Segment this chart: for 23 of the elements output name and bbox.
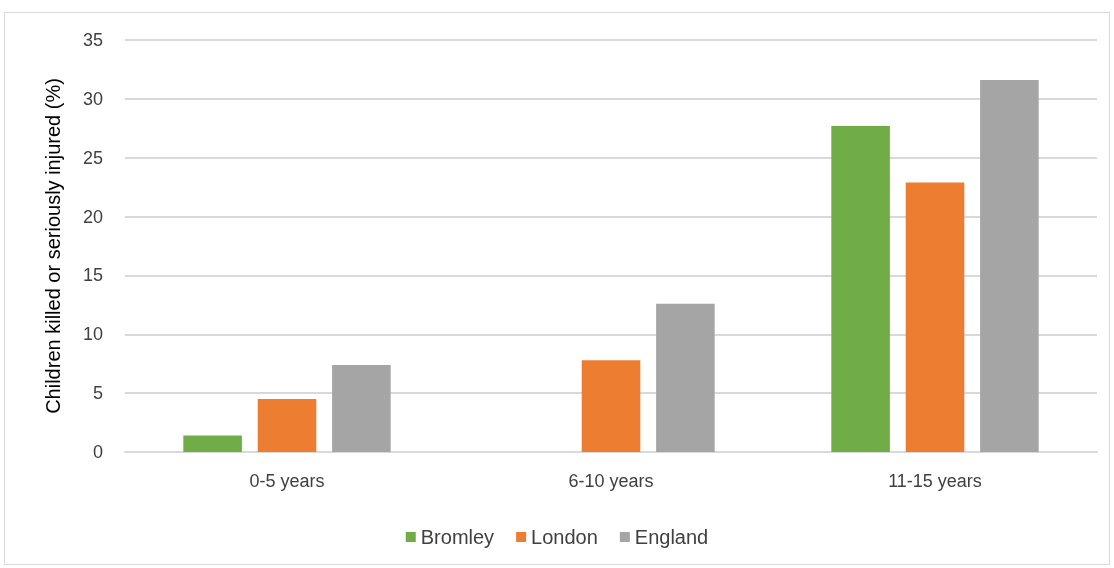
bar [905, 182, 965, 452]
y-axis-title: Children killed or seriously injured (%) [42, 78, 64, 414]
legend-label: England [634, 526, 709, 548]
y-tick-label: 5 [92, 383, 103, 404]
x-tick-label: 6-10 years [568, 471, 654, 491]
x-tick-label: 11-15 years [888, 471, 982, 491]
x-tick-label: 0-5 years [249, 471, 325, 491]
y-tick-label: 10 [82, 324, 103, 345]
y-tick-label: 35 [82, 30, 103, 50]
bar [831, 125, 890, 452]
y-tick-label: 25 [82, 147, 103, 168]
bar [656, 303, 715, 452]
bar [257, 399, 317, 452]
legend-label: Bromley [420, 526, 495, 548]
bar [980, 80, 1039, 452]
legend-label: London [531, 526, 598, 548]
y-tick-label: 20 [82, 206, 103, 227]
y-tick-label: 0 [92, 442, 103, 462]
bar [183, 435, 242, 452]
y-tick-label: 30 [82, 88, 103, 109]
bar [332, 364, 391, 452]
bar [581, 360, 641, 452]
y-tick-label: 15 [82, 265, 103, 286]
